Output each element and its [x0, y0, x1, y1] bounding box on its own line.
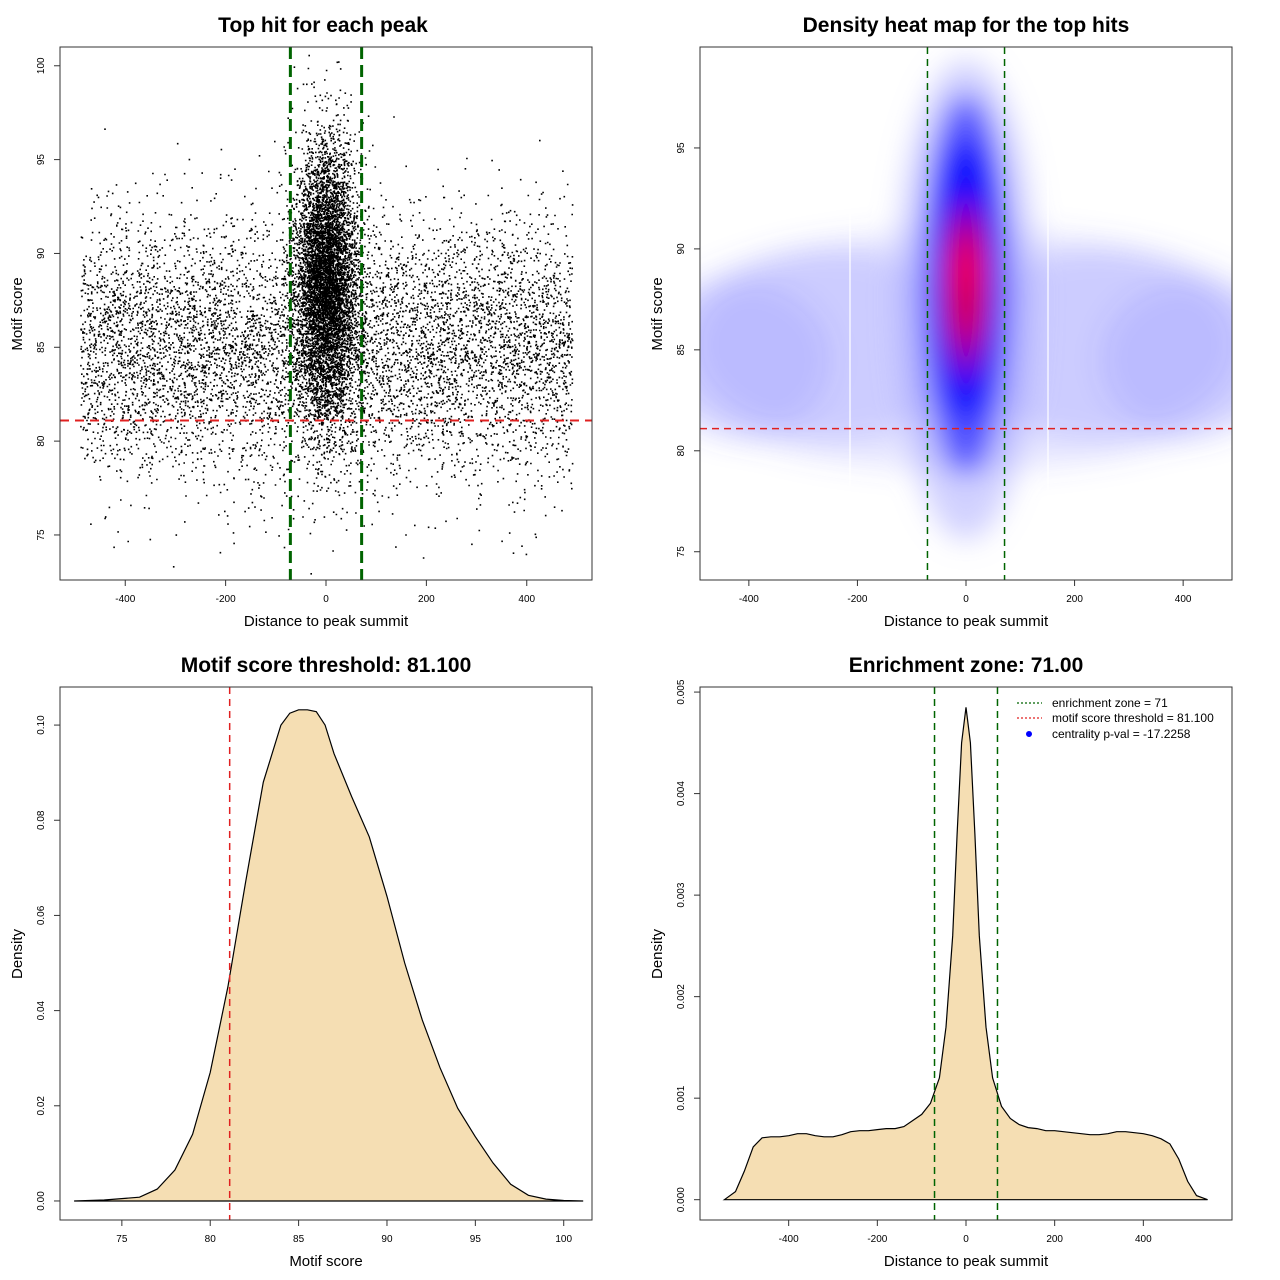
heatmap-xlabel: Distance to peak summit — [884, 613, 1049, 630]
legend-enrichment-zone: enrichment zone = 71 — [1052, 696, 1168, 710]
y-tick-label: 0.000 — [676, 1187, 687, 1212]
y-tick-label: 0.004 — [676, 781, 687, 806]
distance-density-ylabel: Density — [649, 928, 666, 979]
y-tick-label: 90 — [676, 243, 687, 255]
panel-score-density: Motif score threshold: 81.100 75 80 85 90 95… — [9, 654, 593, 1270]
y-tick-label: 85 — [676, 344, 687, 356]
score-density-x-axis: 75 80 85 90 95 100 — [116, 1220, 573, 1245]
y-tick-label: 0.06 — [36, 905, 47, 925]
x-tick-label: 75 — [116, 1234, 128, 1245]
distance-density-y-axis: 0.000 0.001 0.002 0.003 0.004 0.005 — [676, 679, 700, 1212]
x-tick-label: 400 — [1175, 594, 1192, 605]
scatter-ylabel: Motif score — [9, 277, 26, 350]
x-tick-label: 400 — [1135, 1234, 1152, 1245]
y-tick-label: 0.10 — [36, 715, 47, 735]
y-tick-label: 0.02 — [36, 1096, 47, 1116]
x-tick-label: -200 — [847, 594, 867, 605]
score-density-y-axis: 0.00 0.02 0.04 0.06 0.08 0.10 — [36, 715, 60, 1211]
y-tick-label: 95 — [36, 154, 47, 166]
heatmap-y-axis: 75 80 85 90 95 — [676, 142, 700, 557]
scatter-y-axis: 75 80 85 90 95 100 — [36, 57, 60, 541]
panel-distance-density: Enrichment zone: 71.00 -400 -200 0 200 400 0… — [649, 654, 1233, 1270]
heatmap-ylabel: Motif score — [649, 277, 666, 350]
y-tick-label: 0.00 — [36, 1191, 47, 1211]
distance-density-xlabel: Distance to peak summit — [884, 1253, 1049, 1270]
x-tick-label: 90 — [381, 1234, 393, 1245]
y-tick-label: 100 — [36, 57, 47, 74]
x-tick-label: -200 — [216, 594, 236, 605]
x-tick-label: 95 — [470, 1234, 482, 1245]
x-tick-label: 0 — [963, 1234, 969, 1245]
y-tick-label: 80 — [36, 435, 47, 447]
score-density-ylabel: Density — [9, 928, 26, 979]
y-tick-label: 95 — [676, 142, 687, 154]
y-tick-label: 80 — [676, 445, 687, 457]
y-tick-label: 0.08 — [36, 810, 47, 830]
distance-density-x-axis: -400 -200 0 200 400 — [779, 1220, 1152, 1245]
x-tick-label: 100 — [555, 1234, 572, 1245]
x-tick-label: 0 — [323, 594, 329, 605]
y-tick-label: 75 — [36, 529, 47, 541]
x-tick-label: -400 — [739, 594, 759, 605]
heatmap-x-axis: -400 -200 0 200 400 — [739, 580, 1192, 605]
x-tick-label: 200 — [1066, 594, 1083, 605]
x-tick-label: 0 — [963, 594, 969, 605]
heatmap-title: Density heat map for the top hits — [803, 14, 1130, 37]
panel-scatter: Top hit for each peak -400 -200 0 200 400 75… — [9, 14, 593, 630]
legend: enrichment zone = 71 motif score thresho… — [1017, 696, 1214, 741]
x-tick-label: 85 — [293, 1234, 305, 1245]
heatmap-field — [700, 60, 1232, 540]
x-tick-label: 200 — [418, 594, 435, 605]
score-density-xlabel: Motif score — [289, 1253, 362, 1270]
score-density-curve — [74, 709, 584, 1202]
legend-centrality-pval: centrality p-val = -17.2258 — [1052, 727, 1191, 741]
x-tick-label: -400 — [779, 1234, 799, 1245]
score-density-frame — [59, 686, 593, 1221]
y-tick-label: 0.005 — [676, 679, 687, 704]
scatter-x-axis: -400 -200 0 200 400 — [115, 580, 536, 605]
x-tick-label: -400 — [115, 594, 135, 605]
y-tick-label: 0.002 — [676, 984, 687, 1009]
y-tick-label: 0.001 — [676, 1085, 687, 1110]
legend-swatch-centrality — [1026, 731, 1032, 737]
x-tick-label: 400 — [518, 594, 535, 605]
y-tick-label: 0.003 — [676, 882, 687, 907]
y-tick-label: 0.04 — [36, 1000, 47, 1020]
y-tick-label: 85 — [36, 341, 47, 353]
scatter-title: Top hit for each peak — [218, 14, 428, 37]
scatter-points — [80, 54, 574, 575]
score-density-title: Motif score threshold: 81.100 — [181, 654, 472, 677]
x-tick-label: -200 — [867, 1234, 887, 1245]
x-tick-label: 80 — [205, 1234, 217, 1245]
x-tick-label: 200 — [1046, 1234, 1063, 1245]
scatter-xlabel: Distance to peak summit — [244, 613, 409, 630]
y-tick-label: 90 — [36, 247, 47, 259]
distance-density-title: Enrichment zone: 71.00 — [849, 654, 1084, 677]
distance-density-curve — [722, 707, 1208, 1201]
y-tick-label: 75 — [676, 546, 687, 558]
panel-heatmap: Density heat map for the top hits -400- — [649, 14, 1233, 630]
legend-score-threshold: motif score threshold = 81.100 — [1052, 711, 1214, 725]
scatter-point-cloud — [80, 54, 574, 575]
